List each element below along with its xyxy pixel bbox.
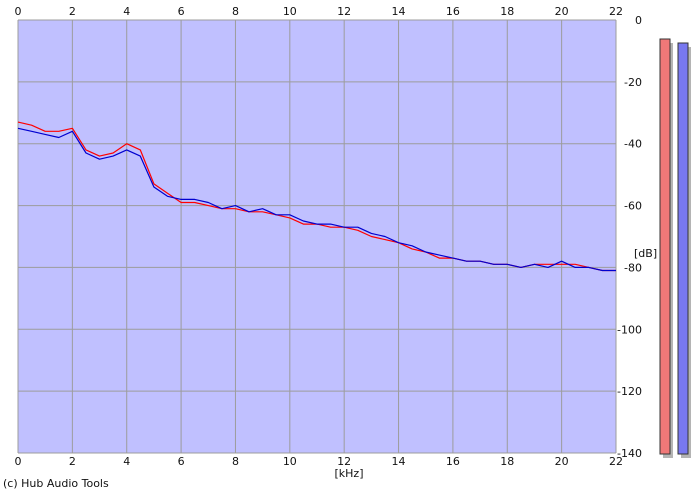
- x-tick-label: 10: [283, 455, 297, 468]
- x-axis-label: [kHz]: [335, 467, 364, 480]
- y-tick-label: -80: [624, 261, 642, 274]
- x-tick-label: 20: [555, 455, 569, 468]
- x-tick-label: 0: [15, 5, 22, 18]
- spectrum-traces: [17, 121, 616, 272]
- x-gridlines: [17, 20, 617, 453]
- x-tick-labels-bottom: 0 2 4 6 8 10 12 14 16 18 20 22: [15, 455, 624, 468]
- x-tick-label: 0: [15, 455, 22, 468]
- y-tick-label: -140: [617, 447, 642, 460]
- x-tick-label: 20: [555, 5, 569, 18]
- y-tick-label: -20: [624, 76, 642, 89]
- copyright-credit: (c) Hub Audio Tools: [3, 477, 109, 490]
- y-tick-label: -40: [624, 138, 642, 151]
- x-tick-label: 6: [178, 455, 185, 468]
- y-tick-label: -100: [617, 323, 642, 336]
- y-tick-label: -60: [624, 200, 642, 213]
- x-tick-label: 22: [609, 5, 623, 18]
- x-tick-label: 16: [446, 5, 460, 18]
- y-gridlines: [18, 19, 616, 454]
- y-tick-labels: 0 -20 -40 -60 -80 -100 -120 -140: [617, 14, 642, 460]
- y-tick-label: 0: [635, 14, 642, 27]
- right-level-meter: [677, 42, 689, 455]
- x-tick-label: 12: [337, 5, 351, 18]
- x-tick-label: 22: [609, 455, 623, 468]
- y-axis-label: [dB]: [634, 247, 657, 260]
- plot-background: [18, 20, 616, 453]
- y-tick-label: -120: [617, 385, 642, 398]
- x-tick-label: 8: [232, 5, 239, 18]
- x-tick-label: 4: [123, 5, 130, 18]
- x-tick-label: 16: [446, 455, 460, 468]
- x-tick-label: 18: [500, 455, 514, 468]
- right-channel-trace: [17, 127, 616, 272]
- x-tick-label: 14: [392, 5, 406, 18]
- x-tick-label: 12: [337, 455, 351, 468]
- x-tick-label: 8: [232, 455, 239, 468]
- left-level-meter: [659, 38, 671, 455]
- x-tick-labels-top: 0 2 4 6 8 10 12 14 16 18 20 22: [15, 5, 624, 18]
- x-tick-label: 10: [283, 5, 297, 18]
- x-tick-label: 14: [392, 455, 406, 468]
- x-tick-label: 2: [69, 5, 76, 18]
- x-tick-label: 2: [69, 455, 76, 468]
- x-tick-label: 18: [500, 5, 514, 18]
- x-tick-label: 6: [178, 5, 185, 18]
- x-tick-label: 4: [123, 455, 130, 468]
